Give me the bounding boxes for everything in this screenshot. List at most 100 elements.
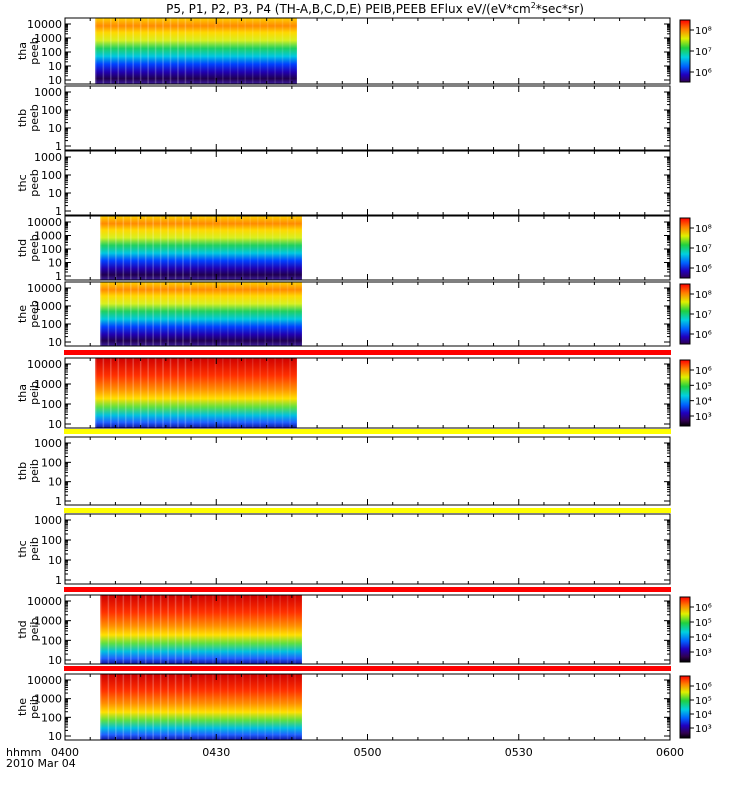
spectrogram-streak: [115, 595, 117, 664]
y-axis-label: thapeeb: [16, 37, 41, 65]
spectrogram-streak: [167, 595, 169, 664]
spectrogram-streak: [177, 18, 179, 84]
spectrogram-streak: [177, 18, 179, 84]
spectrogram-streak: [129, 674, 132, 740]
colorbar-tick-label: 10⁵: [695, 381, 712, 392]
spectrogram-streak: [279, 282, 281, 346]
x-axis-label: hhmm: [6, 746, 41, 759]
spectrogram-streak: [124, 18, 127, 84]
colorbar-tick-label: 10⁶: [695, 682, 712, 693]
spectrogram-block: [95, 18, 297, 84]
spectrogram-streak: [204, 216, 207, 280]
y-tick-label: 1000: [34, 230, 62, 243]
spectrogram-streak: [167, 282, 169, 346]
spectrogram-streak: [130, 216, 132, 280]
y-tick-label: 10: [48, 60, 62, 73]
y-axis-label: thbpeeb: [16, 104, 41, 132]
spectrogram-streak: [182, 216, 184, 280]
y-tick-label: 10: [48, 74, 62, 87]
spectrogram-streak: [144, 216, 147, 280]
spectrogram-streak: [159, 282, 162, 346]
spectrogram-streak: [152, 282, 155, 346]
y-tick-label: 100: [41, 318, 62, 331]
spectrogram-streak: [132, 358, 135, 428]
spectrogram-streak: [301, 282, 304, 346]
spectrogram-streak: [182, 595, 184, 664]
colorbar-tick-label: 10⁵: [695, 618, 712, 629]
spectrogram-streak: [242, 595, 244, 664]
y-tick-label: 100: [41, 456, 62, 469]
spectrogram-streak: [144, 282, 147, 346]
x-tick-label: 0430: [202, 746, 230, 759]
spectrogram-streak: [167, 595, 169, 664]
panel-frame: [64, 85, 671, 151]
colorbar-tick-label: 10⁸: [695, 26, 712, 37]
y-tick-label: 1000: [34, 32, 62, 45]
spectrogram-streak: [227, 674, 229, 740]
spectrogram-streak: [169, 18, 172, 84]
spectrogram-streak: [197, 595, 199, 664]
spectrogram-streak: [100, 282, 102, 346]
spectrogram-streak: [192, 18, 194, 84]
spectrogram-streak: [259, 358, 261, 428]
spectrogram-streak: [115, 216, 117, 280]
spectrogram-streak: [219, 595, 222, 664]
spectrogram-streak: [234, 282, 237, 346]
y-tick-label: 1000: [34, 151, 62, 164]
y-label-product: peeb: [28, 104, 41, 132]
colorbar-tick-label: 10⁶: [695, 366, 712, 377]
spectrogram-streak: [256, 595, 259, 664]
x-tick-label: 0400: [51, 746, 79, 759]
panel-the-peeb: 10000 1000 100 10 thepeeb 10⁸ 10⁷ 10⁶: [16, 281, 712, 349]
spectrogram-streak: [154, 358, 157, 428]
spectrogram-streak: [177, 358, 179, 428]
spectrogram-streak: [122, 674, 125, 740]
spectrogram-streak: [184, 18, 187, 84]
panel-tha-peib: 10000 1000 100 10 thapeib 10⁶ 10⁵ 10⁴ 10³: [16, 350, 712, 431]
spectrogram-streak: [122, 282, 124, 346]
panel-frame: [64, 150, 671, 216]
spectrogram-streak: [115, 216, 117, 280]
spectrogram-streak: [199, 358, 202, 428]
spectrogram-streak: [140, 358, 142, 428]
spectrogram-streak: [122, 282, 125, 346]
spectrogram-streak: [174, 216, 177, 280]
colorbar: [679, 359, 691, 427]
title-main: P5, P1, P2, P3, P4 (TH-A,B,C,D,E) PEIB,P…: [166, 2, 531, 16]
spectrogram-streak: [152, 216, 154, 280]
x-tick-labels: 0400 0430 0500 0530 0600: [51, 746, 684, 759]
spectrogram-streak: [115, 595, 117, 664]
colorbar-tick-label: 10⁵: [695, 696, 712, 707]
spectrogram-streak: [219, 674, 222, 740]
spectrogram-streak: [242, 216, 244, 280]
y-label-probe: thd: [16, 620, 29, 638]
spectrogram-streak: [271, 674, 274, 740]
spectrogram-streak: [256, 216, 259, 280]
spectrogram-streak: [214, 18, 217, 84]
spectrogram-streak: [107, 595, 110, 664]
colorbar-tick-label: 10⁶: [695, 330, 712, 341]
spectrogram-streak: [169, 358, 172, 428]
y-tick-label: 100: [41, 169, 62, 182]
spectrogram-streak: [279, 595, 281, 664]
spectrogram-streak: [286, 216, 289, 280]
spectrogram-streak: [159, 674, 162, 740]
colorbar-tick-label: 10⁴: [695, 633, 712, 644]
spectrogram-streak: [122, 216, 124, 280]
spectrogram-streak: [204, 595, 207, 664]
colorbar-tick-label: 10⁴: [695, 397, 712, 408]
y-axis-label: thdpeib: [16, 618, 41, 642]
colorbar-tick-label: 10⁷: [695, 47, 712, 58]
spectrogram-streak: [122, 595, 125, 664]
spectrogram-streak: [234, 674, 237, 740]
spectrogram-streak: [145, 674, 147, 740]
spectrogram-streak: [129, 282, 132, 346]
spectrogram-block: [100, 216, 302, 280]
y-axis-label: thepeib: [16, 695, 41, 719]
spectrogram-streak: [296, 358, 299, 428]
spectrogram-streak: [174, 595, 177, 664]
spectrogram-streak: [125, 358, 127, 428]
spectrogram-streak: [162, 358, 164, 428]
